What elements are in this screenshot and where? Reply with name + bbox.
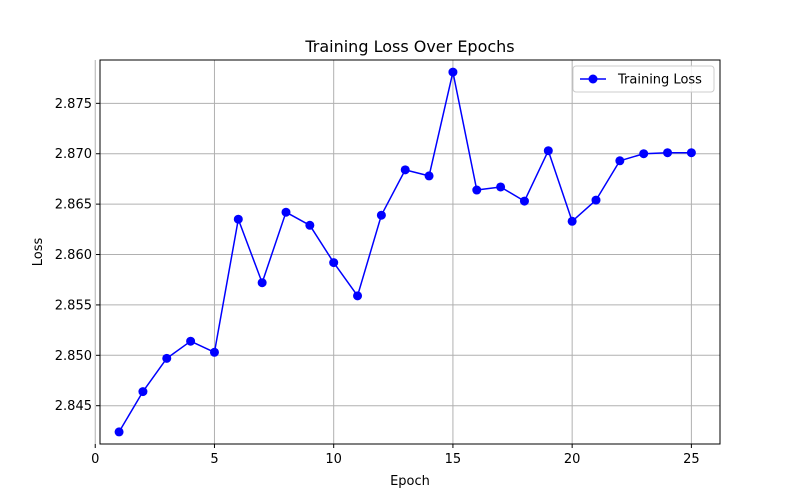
data-point [543,146,553,156]
data-point [496,182,506,192]
series [114,67,696,437]
data-point [448,67,458,77]
data-point [400,165,410,175]
y-tick-label: 2.865 [55,198,92,213]
data-point [376,210,386,220]
x-tick-label: 15 [445,452,462,467]
y-tick-label: 2.875 [55,97,92,112]
data-point [305,220,315,230]
data-point [663,148,673,158]
x-tick-label: 5 [210,452,218,467]
data-point [567,216,577,226]
chart-title: Training Loss Over Epochs [304,37,514,56]
legend: Training Loss [572,65,715,93]
data-point [615,156,625,166]
data-point [257,278,267,288]
y-tick-label: 2.855 [55,298,92,313]
y-tick-label: 2.845 [55,399,92,414]
x-tick-label: 20 [564,452,581,467]
data-point [353,291,363,301]
data-point [162,353,172,363]
legend-label-training-loss: Training Loss [617,73,702,88]
y-tick-label: 2.860 [55,248,92,263]
legend-marker [588,74,598,84]
y-tick-label: 2.850 [55,349,92,364]
x-tick-label: 0 [91,452,99,467]
data-point [591,195,601,205]
x-tick-label: 25 [683,452,700,467]
data-point [472,185,482,195]
data-point [639,149,649,159]
data-point [114,427,124,437]
grid [94,60,720,444]
y-tick-label: 2.870 [55,147,92,162]
data-point [424,171,434,181]
data-point [686,148,696,158]
data-point [138,387,148,397]
y-axis-label: Loss [31,238,46,267]
data-point [329,258,339,268]
x-axis-label: Epoch [390,474,430,489]
series-line [118,71,692,433]
data-point [281,207,291,217]
data-point [519,196,529,206]
axis-ticks: 0 5 10 15 20 25 2.845 2.850 2.855 2.860 2.865 2.870… [55,97,700,467]
legend-box [572,65,715,93]
data-point [209,347,219,357]
data-point [186,336,196,346]
plot-frame [99,59,721,445]
x-tick-label: 10 [325,452,342,467]
data-point [233,214,243,224]
